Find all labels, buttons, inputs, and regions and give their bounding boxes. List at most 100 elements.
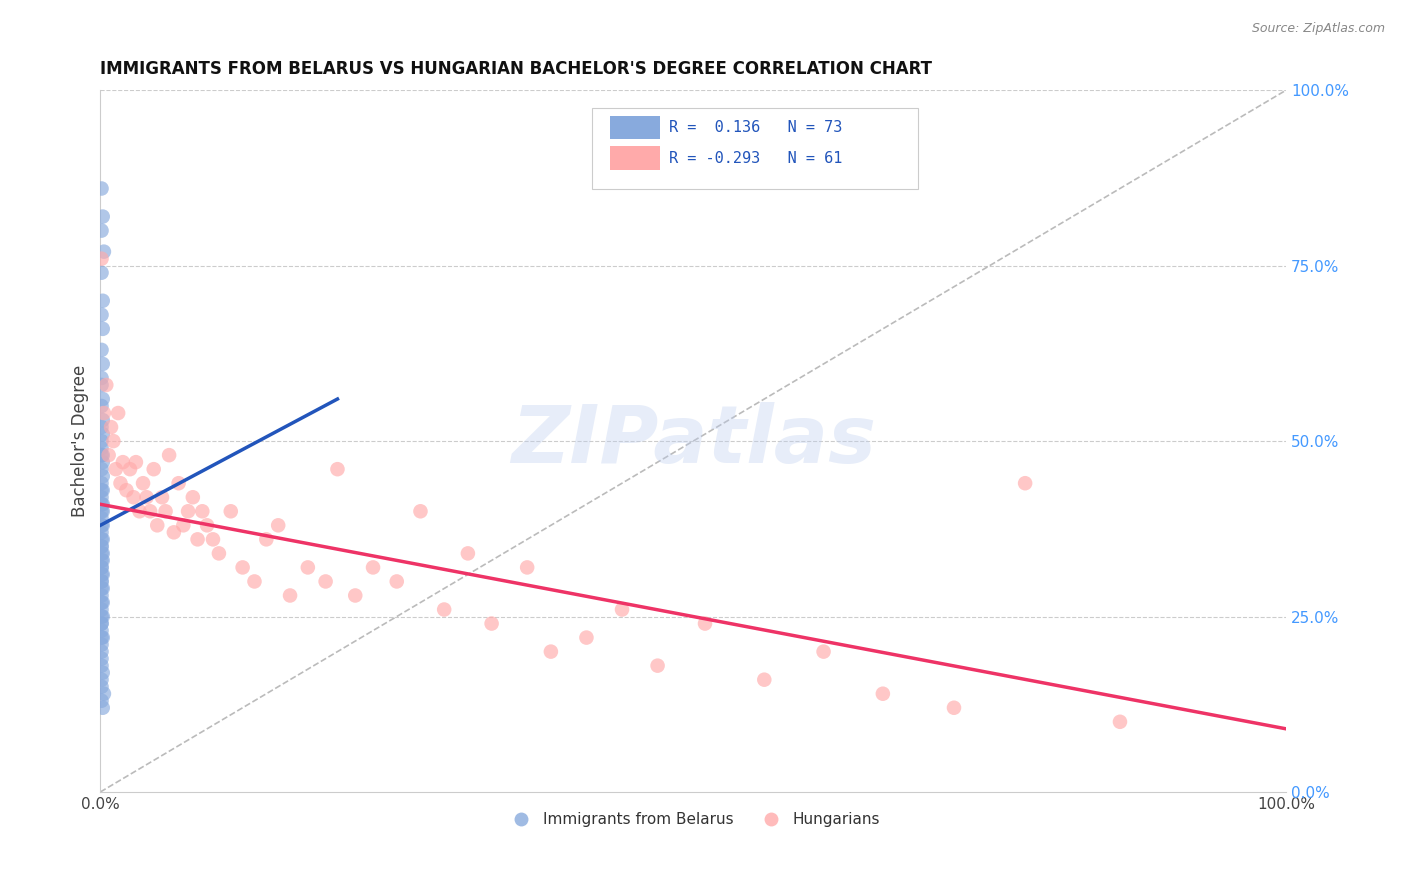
Point: [90, 582, 112, 596]
FancyBboxPatch shape: [610, 146, 659, 170]
Point: [91, 533, 114, 547]
Point: [91, 392, 114, 406]
Point: [91, 448, 114, 462]
Point: [433, 602, 456, 616]
Point: [155, 504, 177, 518]
Text: R =  0.136   N = 73: R = 0.136 N = 73: [669, 120, 842, 135]
Point: [90, 448, 112, 462]
Point: [90, 490, 112, 504]
Legend: Immigrants from Belarus, Hungarians: Immigrants from Belarus, Hungarians: [501, 806, 886, 833]
Point: [344, 589, 367, 603]
Point: [90, 525, 112, 540]
Point: [91, 553, 114, 567]
Point: [91, 631, 114, 645]
Point: [125, 455, 148, 469]
Point: [91, 504, 114, 518]
Point: [457, 546, 479, 560]
Point: [91, 665, 114, 680]
Point: [91, 595, 114, 609]
Point: [150, 490, 173, 504]
Point: [90, 567, 112, 582]
Point: [91, 518, 114, 533]
Point: [91, 210, 114, 224]
Point: [201, 533, 224, 547]
Point: [91, 497, 114, 511]
Point: [90, 602, 112, 616]
Point: [90, 371, 112, 385]
Point: [91, 413, 114, 427]
Point: [693, 616, 716, 631]
Point: [232, 560, 254, 574]
Point: [575, 631, 598, 645]
Point: [91, 609, 114, 624]
Point: [813, 645, 835, 659]
Point: [142, 462, 165, 476]
Point: [267, 518, 290, 533]
Point: [243, 574, 266, 589]
Point: [90, 224, 112, 238]
Point: [97, 448, 120, 462]
Point: [90, 574, 112, 589]
Point: [297, 560, 319, 574]
Point: [91, 293, 114, 308]
Text: IMMIGRANTS FROM BELARUS VS HUNGARIAN BACHELOR'S DEGREE CORRELATION CHART: IMMIGRANTS FROM BELARUS VS HUNGARIAN BAC…: [100, 60, 932, 78]
Point: [90, 595, 112, 609]
Point: [104, 462, 127, 476]
Point: [191, 504, 214, 518]
Point: [754, 673, 776, 687]
Point: [91, 567, 114, 582]
Point: [943, 700, 966, 714]
Point: [91, 357, 114, 371]
Point: [90, 560, 112, 574]
Point: [90, 420, 112, 434]
Point: [90, 399, 112, 413]
Point: [93, 406, 115, 420]
Point: [90, 476, 112, 491]
Point: [115, 483, 138, 498]
Point: [516, 560, 538, 574]
Point: [91, 469, 114, 483]
Point: [90, 434, 112, 449]
Point: [107, 406, 129, 420]
Point: [90, 343, 112, 357]
Point: [181, 490, 204, 504]
Point: [91, 546, 114, 560]
Point: [90, 511, 112, 525]
Point: [90, 560, 112, 574]
Point: [172, 518, 194, 533]
Point: [91, 427, 114, 442]
Point: [195, 518, 218, 533]
Point: [100, 420, 122, 434]
Point: [90, 651, 112, 665]
Point: [90, 609, 112, 624]
Point: [103, 434, 125, 449]
Point: [132, 476, 155, 491]
Point: [90, 553, 112, 567]
Point: [385, 574, 408, 589]
Point: [90, 638, 112, 652]
Point: [254, 533, 277, 547]
Point: [90, 589, 112, 603]
Point: [128, 504, 150, 518]
Point: [139, 504, 162, 518]
Point: [90, 497, 112, 511]
Point: [90, 462, 112, 476]
Point: [90, 616, 112, 631]
Point: [90, 266, 112, 280]
Point: [163, 525, 186, 540]
Text: R = -0.293   N = 61: R = -0.293 N = 61: [669, 151, 842, 166]
Point: [90, 181, 112, 195]
Point: [208, 546, 231, 560]
Text: Source: ZipAtlas.com: Source: ZipAtlas.com: [1251, 22, 1385, 36]
Point: [90, 546, 112, 560]
Point: [91, 322, 114, 336]
Point: [90, 645, 112, 659]
Point: [187, 533, 209, 547]
Point: [90, 252, 112, 266]
Point: [91, 582, 114, 596]
Point: [118, 462, 141, 476]
Point: [90, 378, 112, 392]
Point: [90, 483, 112, 498]
Point: [177, 504, 200, 518]
Point: [90, 694, 112, 708]
